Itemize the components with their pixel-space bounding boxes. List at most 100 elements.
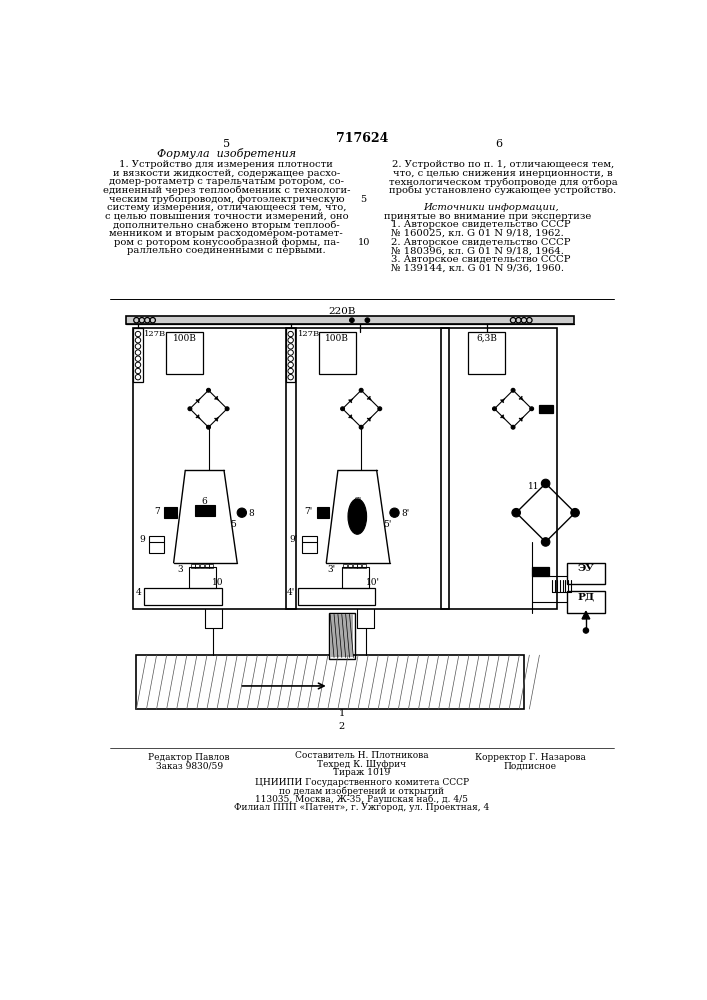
Polygon shape: [501, 398, 506, 402]
Circle shape: [341, 407, 344, 411]
Text: 3. Авторское свидетельство СССР: 3. Авторское свидетельство СССР: [391, 255, 570, 264]
Text: 5': 5': [383, 520, 391, 529]
Bar: [126, 316, 573, 324]
Text: ЭУ: ЭУ: [578, 564, 595, 573]
Bar: [441, 328, 557, 609]
Bar: [532, 567, 549, 576]
Text: 220В: 220В: [329, 307, 356, 316]
Text: 100В: 100В: [325, 334, 349, 343]
Text: ческим трубопроводом, фотоэлектрическую: ческим трубопроводом, фотоэлектрическую: [108, 195, 344, 204]
Text: Корректор Г. Назарова: Корректор Г. Назарова: [474, 753, 585, 762]
Text: 8: 8: [249, 509, 255, 518]
Circle shape: [542, 479, 550, 488]
Text: систему измерения, отличающееся тем, что,: систему измерения, отличающееся тем, что…: [107, 203, 346, 212]
Text: ЦНИИПИ Государственного комитета СССР: ЦНИИПИ Государственного комитета СССР: [255, 778, 469, 787]
Polygon shape: [197, 415, 201, 420]
Bar: [286, 328, 296, 382]
Text: Источники информации,: Источники информации,: [423, 203, 559, 212]
Text: № 160025, кл. G 01 N 9/18, 1962.: № 160025, кл. G 01 N 9/18, 1962.: [391, 229, 563, 238]
Bar: [166, 332, 203, 374]
Bar: [134, 328, 143, 382]
Bar: [362, 564, 366, 568]
Circle shape: [225, 407, 229, 411]
Text: 1. Устройство для измерения плотности: 1. Устройство для измерения плотности: [119, 160, 333, 169]
Text: 127В: 127В: [298, 330, 320, 338]
Text: Заказ 9830/59: Заказ 9830/59: [156, 761, 223, 770]
Text: с целью повышения точности измерений, оно: с целью повышения точности измерений, он…: [105, 212, 348, 221]
Bar: [567, 563, 604, 584]
Bar: [149, 536, 164, 553]
Circle shape: [349, 318, 354, 323]
Bar: [539, 405, 554, 413]
Bar: [567, 591, 604, 613]
Text: 8': 8': [402, 509, 410, 518]
Bar: [329, 613, 355, 659]
Text: 113035, Москва, Ж-35, Раушская наб., д. 4/5: 113035, Москва, Ж-35, Раушская наб., д. …: [255, 795, 469, 804]
Text: менником и вторым расходомером-ротамет-: менником и вторым расходомером-ротамет-: [110, 229, 343, 238]
Text: 4: 4: [135, 588, 141, 597]
Text: Редактор Павлов: Редактор Павлов: [148, 753, 230, 762]
Text: 11: 11: [528, 482, 539, 491]
Text: 2. Авторское свидетельство СССР: 2. Авторское свидетельство СССР: [391, 238, 570, 247]
Text: принятые во внимание при экспертизе: принятые во внимание при экспертизе: [384, 212, 591, 221]
Text: Составитель Н. Плотникова: Составитель Н. Плотникова: [295, 751, 428, 760]
Bar: [189, 567, 216, 588]
Text: 1. Авторское свидетельство СССР: 1. Авторское свидетельство СССР: [391, 220, 571, 229]
Text: 5: 5: [361, 195, 366, 204]
Polygon shape: [582, 611, 590, 619]
Text: что, с целью снижения инерционности, в: что, с целью снижения инерционности, в: [393, 169, 613, 178]
Bar: [357, 564, 361, 568]
Text: раллельно соединенными с первыми.: раллельно соединенными с первыми.: [127, 246, 326, 255]
Bar: [348, 564, 352, 568]
Bar: [353, 564, 356, 568]
Text: 6: 6: [496, 139, 503, 149]
Circle shape: [530, 407, 534, 411]
Text: РД: РД: [578, 593, 595, 602]
Bar: [200, 564, 204, 568]
Circle shape: [493, 407, 496, 411]
Polygon shape: [215, 397, 219, 401]
Bar: [301, 536, 317, 553]
Text: 9: 9: [139, 535, 145, 544]
Polygon shape: [349, 415, 354, 420]
Text: 10: 10: [357, 238, 370, 247]
Bar: [204, 564, 209, 568]
Bar: [191, 564, 194, 568]
Text: технологическом трубопроводе для отбора: технологическом трубопроводе для отбора: [389, 177, 617, 187]
Circle shape: [512, 508, 520, 517]
Text: 5: 5: [230, 520, 236, 529]
Bar: [134, 328, 296, 609]
Bar: [330, 614, 354, 657]
Bar: [144, 588, 222, 605]
Text: 1: 1: [339, 709, 345, 718]
Polygon shape: [520, 397, 524, 401]
Bar: [344, 564, 347, 568]
Text: № 180396, кл. G 01 N 9/18, 1964.: № 180396, кл. G 01 N 9/18, 1964.: [391, 246, 563, 255]
Text: пробы установлено сужающее устройство.: пробы установлено сужающее устройство.: [390, 186, 617, 195]
Text: единенный через теплообменник с технологи-: единенный через теплообменник с технолог…: [103, 186, 350, 195]
Circle shape: [206, 388, 211, 392]
Text: 6: 6: [201, 497, 207, 506]
Circle shape: [571, 508, 579, 517]
Bar: [195, 564, 199, 568]
Bar: [341, 567, 369, 588]
Text: 127В: 127В: [144, 330, 166, 338]
Text: 10': 10': [366, 578, 380, 587]
Text: 100В: 100В: [173, 334, 197, 343]
Circle shape: [542, 538, 550, 546]
Bar: [468, 332, 506, 374]
Circle shape: [390, 508, 399, 517]
Circle shape: [511, 425, 515, 429]
Circle shape: [378, 407, 382, 411]
Circle shape: [188, 407, 192, 411]
Text: № 139144, кл. G 01 N 9/36, 1960.: № 139144, кл. G 01 N 9/36, 1960.: [391, 264, 563, 273]
Circle shape: [359, 388, 363, 392]
Bar: [298, 588, 375, 605]
Polygon shape: [520, 416, 524, 421]
Bar: [317, 507, 329, 518]
Text: 717624: 717624: [336, 132, 388, 145]
Circle shape: [365, 318, 370, 323]
Bar: [136, 655, 524, 709]
Polygon shape: [368, 397, 372, 401]
Text: 7: 7: [154, 507, 160, 516]
